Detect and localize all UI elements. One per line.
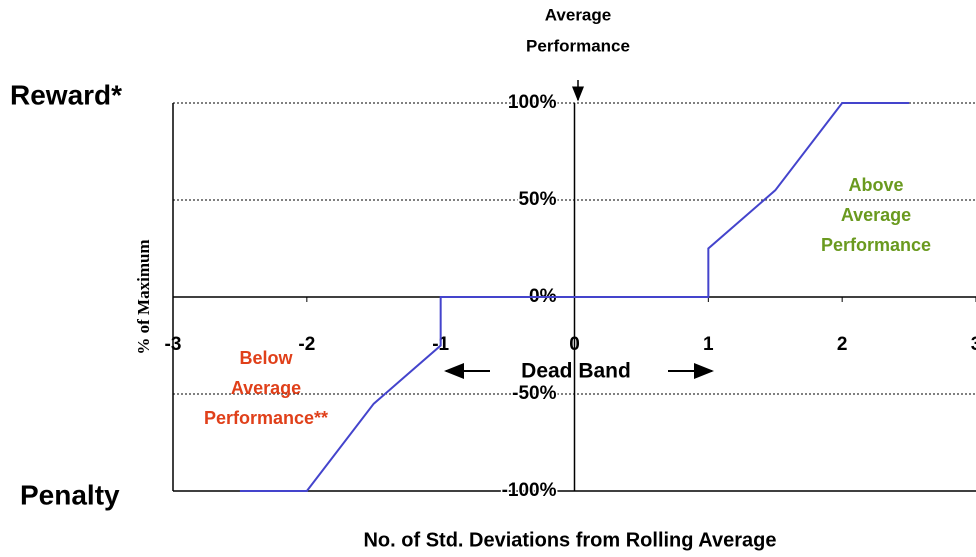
x-tick-label: 1	[703, 334, 714, 355]
annotation: Average	[231, 378, 301, 398]
annotation: Penalty	[20, 479, 120, 510]
annotation: Performance	[821, 235, 931, 255]
x-tick-label: -3	[165, 334, 182, 355]
x-tick-label: 3	[971, 334, 976, 355]
annotation: Average	[841, 205, 911, 225]
y-tick-label: 100%	[508, 92, 557, 113]
x-axis-label: No. of Std. Deviations from Rolling Aver…	[363, 529, 776, 551]
y-tick-label: -100%	[502, 480, 557, 501]
annotation: Dead Band	[521, 360, 631, 383]
annotation: Average	[545, 5, 611, 24]
annotation: Below	[239, 348, 293, 368]
data-line	[239, 102, 910, 492]
annotation: Above	[848, 175, 903, 195]
y-axis-label: % of Maximum	[134, 239, 153, 354]
annotation: Performance	[526, 36, 630, 55]
annotation: Performance**	[204, 408, 328, 428]
x-tick-label: 2	[837, 334, 848, 355]
x-tick-label: -2	[298, 334, 315, 355]
x-tick-label: 0	[569, 334, 580, 355]
y-tick-label: 50%	[518, 189, 556, 210]
y-tick-label: -50%	[512, 383, 556, 404]
annotation: Reward*	[10, 79, 122, 110]
